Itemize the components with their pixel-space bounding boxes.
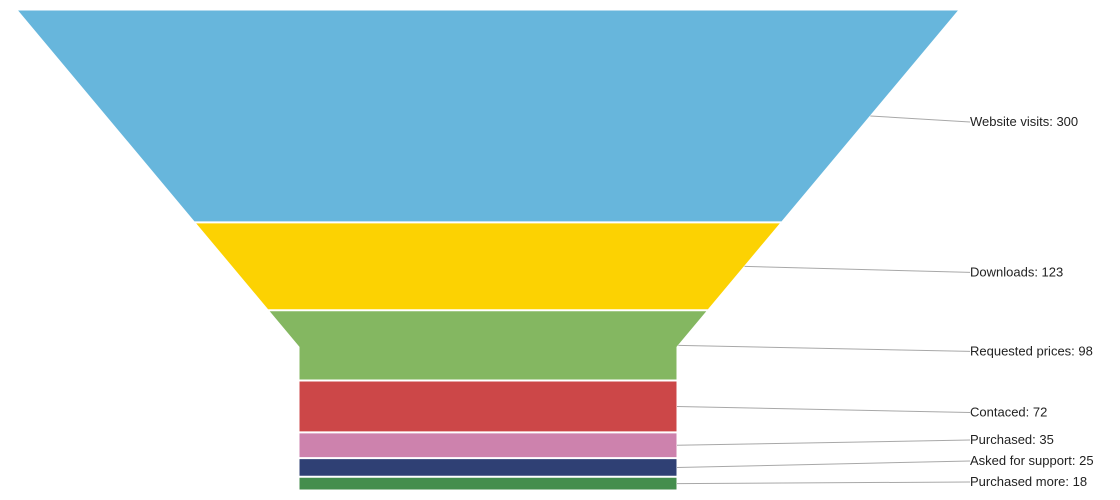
leader-line-asked-for-support [676,460,971,468]
funnel-segment-asked-for-support[interactable] [298,458,678,477]
leader-line-purchased [676,439,971,446]
funnel-segments [15,9,961,491]
funnel-label-purchased-more: Purchased more: 18 [970,474,1087,489]
funnel-segment-website-visits[interactable] [15,9,961,223]
funnel-label-asked-for-support: Asked for support: 25 [970,453,1094,468]
funnel-label-website-visits: Website visits: 300 [970,114,1078,129]
funnel-segment-purchased[interactable] [298,432,678,459]
funnel-label-requested-prices: Requested prices: 98 [970,343,1093,358]
leader-line-contaced [676,406,971,413]
funnel-label-purchased: Purchased: 35 [970,432,1054,447]
leader-line-website-visits [870,115,971,123]
funnel-segment-contaced[interactable] [298,380,678,433]
funnel-label-downloads: Downloads: 123 [970,264,1063,279]
funnel-label-contaced: Contaced: 72 [970,405,1047,420]
funnel-segment-purchased-more[interactable] [298,476,678,491]
leader-line-downloads [744,265,971,273]
leader-line-requested-prices [678,344,971,352]
funnel-labels: Website visits: 300 Downloads: 123 Request… [970,114,1094,489]
funnel-leader-lines [676,115,971,485]
funnel-segment-downloads[interactable] [194,222,782,311]
funnel-segment-requested-prices[interactable] [267,310,709,381]
leader-line-purchased-more [676,481,971,485]
